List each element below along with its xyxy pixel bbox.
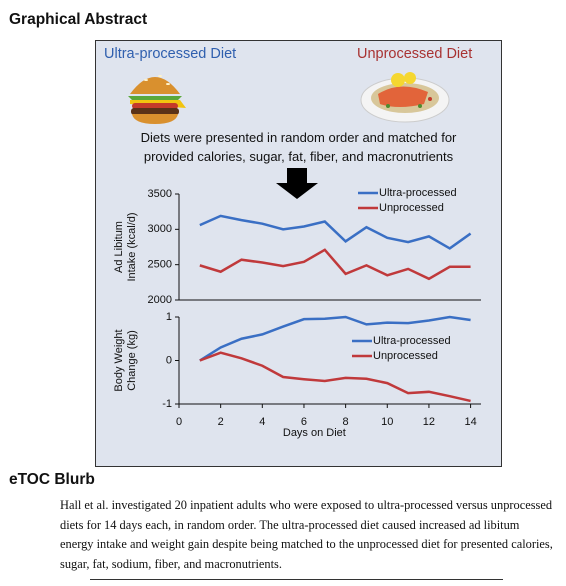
series-line (199, 214, 472, 250)
x-tick-label: 0 (176, 416, 182, 428)
diet-label: Unprocessed Diet (357, 46, 473, 62)
y-tick-label: 2500 (148, 259, 172, 271)
y-tick-label: 0 (166, 354, 172, 366)
caption-line: provided calories, sugar, fat, fiber, an… (143, 149, 454, 164)
x-tick-label: 2 (218, 416, 224, 428)
x-tick-label: 10 (381, 416, 393, 428)
y-axis-label: Change (kg) (126, 330, 138, 391)
legend-label: Unprocessed (379, 202, 444, 214)
legend-label: Ultra-processed (379, 187, 457, 199)
y-axis-label: Body Weight (113, 329, 125, 391)
blurb-text: Hall et al. investigated 20 inpatient ad… (60, 498, 553, 571)
series-line (199, 351, 471, 403)
legend-label: Ultra-processed (373, 335, 451, 347)
y-axis-label: Ad Libitum (113, 221, 125, 273)
y-tick-label: 1 (166, 311, 172, 323)
x-tick-label: 6 (301, 416, 307, 428)
y-tick-label: 3000 (148, 223, 172, 235)
x-tick-label: 8 (343, 416, 349, 428)
section-title: Graphical Abstract (9, 11, 148, 28)
x-tick-label: 4 (259, 416, 265, 428)
series-line (199, 248, 471, 281)
section-title: eTOC Blurb (9, 471, 95, 488)
y-tick-label: 2000 (148, 294, 172, 306)
x-axis-label: Days on Diet (283, 427, 346, 439)
rule (90, 579, 503, 580)
series-line (199, 315, 471, 362)
caption-line: Diets were presented in random order and… (140, 130, 457, 145)
salmon-plate-icon (360, 72, 450, 123)
y-tick-label: -1 (162, 398, 172, 410)
diet-label: Ultra-processed Diet (104, 46, 237, 62)
y-tick-label: 3500 (148, 188, 172, 200)
legend-label: Unprocessed (373, 350, 438, 362)
x-tick-label: 14 (464, 416, 476, 428)
y-axis-label: Intake (kcal/d) (126, 212, 138, 281)
x-tick-label: 12 (423, 416, 435, 428)
burger-icon (128, 75, 186, 124)
down-arrow (276, 168, 318, 199)
